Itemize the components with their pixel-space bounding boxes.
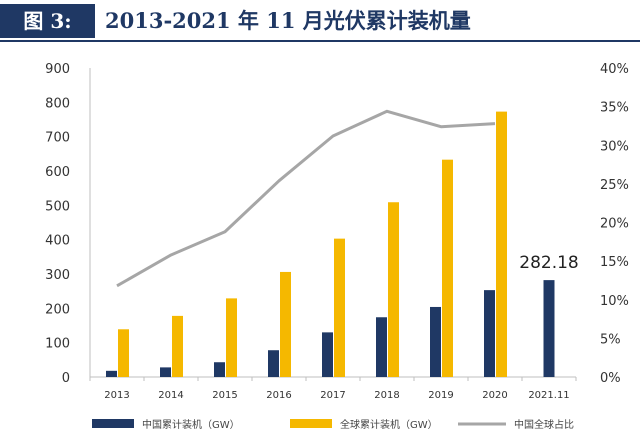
- y-right-tick-label: 10%: [600, 294, 629, 309]
- legend-swatch: [290, 419, 332, 428]
- bar-global: [280, 271, 291, 377]
- x-tick-label: 2016: [266, 390, 291, 401]
- figure-label: 图 3:: [0, 4, 95, 38]
- legend-swatch: [92, 419, 134, 428]
- bar-global: [442, 159, 453, 377]
- y-left-tick-label: 800: [45, 96, 70, 111]
- bar-china: [214, 362, 225, 377]
- y-right-tick-label: 15%: [600, 255, 629, 270]
- bar-global: [226, 298, 237, 377]
- chart-title: 2013-2021 年 11 月光伏累计装机量: [105, 8, 471, 33]
- x-tick-label: 2017: [320, 390, 345, 401]
- bar-china: [322, 332, 333, 377]
- x-tick-label: 2015: [212, 390, 237, 401]
- bar-global: [388, 202, 399, 377]
- y-left-tick-label: 600: [45, 165, 70, 180]
- figure-header: 图 3: 2013-2021 年 11 月光伏累计装机量: [0, 0, 640, 42]
- y-left-tick-label: 300: [45, 268, 70, 283]
- x-tick-label: 2014: [158, 390, 183, 401]
- bar-china: [484, 290, 495, 377]
- y-left-tick-label: 400: [45, 234, 70, 249]
- bar-china: [376, 317, 387, 377]
- header-divider: [0, 40, 640, 42]
- y-right-tick-label: 30%: [600, 139, 629, 154]
- y-right-tick-label: 20%: [600, 217, 629, 232]
- y-left-tick-label: 500: [45, 199, 70, 214]
- bar-china: [106, 370, 117, 377]
- bar-china: [543, 280, 555, 377]
- x-tick-label: 2018: [374, 390, 399, 401]
- bar-china: [430, 306, 441, 377]
- bar-global: [496, 111, 507, 377]
- bar-china: [268, 350, 279, 377]
- y-right-tick-label: 25%: [600, 178, 629, 193]
- y-left-tick-label: 0: [62, 371, 70, 386]
- y-left-tick-label: 700: [45, 131, 70, 146]
- bar-global: [118, 329, 129, 377]
- y-left-tick-label: 100: [45, 337, 70, 352]
- bar-china: [160, 367, 171, 377]
- legend-label: 中国累计装机（GW）: [142, 418, 240, 431]
- y-left-tick-label: 900: [45, 62, 70, 77]
- y-right-tick-label: 35%: [600, 101, 629, 116]
- x-tick-label: 2013: [104, 390, 129, 401]
- data-label: 282.18: [519, 253, 578, 273]
- y-right-tick-label: 5%: [600, 332, 621, 347]
- y-right-tick-label: 0%: [600, 371, 621, 386]
- bar-global: [172, 315, 183, 377]
- y-left-tick-label: 200: [45, 302, 70, 317]
- y-right-tick-label: 40%: [600, 62, 629, 77]
- x-tick-label: 2020: [482, 390, 507, 401]
- x-tick-label: 2021.11: [528, 390, 569, 401]
- line-china-share: [116, 109, 496, 288]
- x-tick-label: 2019: [428, 390, 453, 401]
- bar-global: [334, 238, 345, 377]
- legend-label: 中国全球占比: [514, 418, 574, 431]
- legend-label: 全球累计装机（GW）: [340, 418, 438, 431]
